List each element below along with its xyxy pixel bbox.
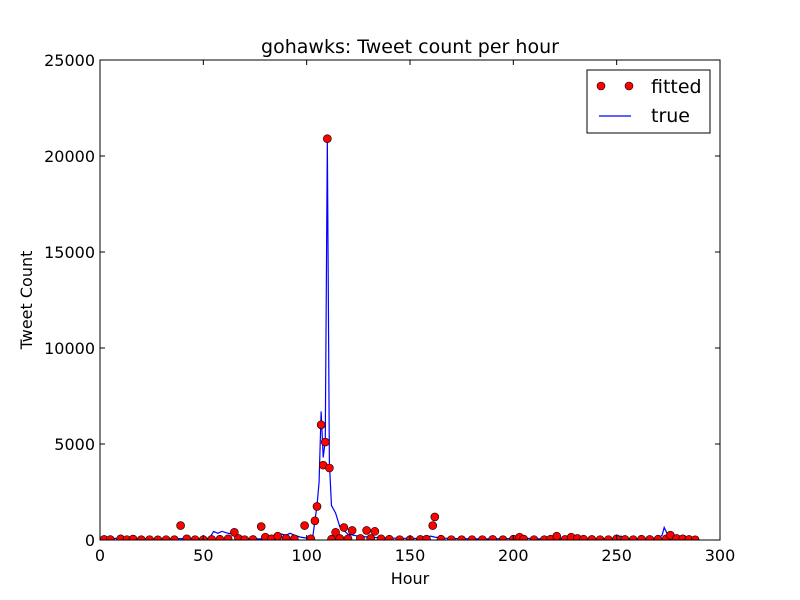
data-point-fitted <box>587 535 597 540</box>
data-point-fitted <box>347 526 357 535</box>
x-tick-label: 50 <box>193 546 213 565</box>
data-point-fitted <box>620 535 630 540</box>
x-tick-label: 100 <box>291 546 322 565</box>
data-point-fitted <box>273 531 283 540</box>
data-point-fitted <box>422 534 431 540</box>
y-tick-label: 10000 <box>44 339 95 358</box>
data-point-fitted <box>366 534 376 540</box>
data-point-fitted <box>653 534 663 540</box>
legend: fitted true <box>586 69 711 134</box>
data-point-fitted <box>335 534 345 540</box>
data-point-fitted <box>230 528 239 537</box>
legend-frame <box>586 69 711 134</box>
data-point-fitted <box>436 534 446 540</box>
data-point-fitted <box>310 516 320 526</box>
data-point-fitted <box>331 528 340 537</box>
data-point-fitted <box>289 534 299 540</box>
data-point-fitted <box>215 534 225 540</box>
data-point-fitted <box>430 512 440 522</box>
x-tick-label: 300 <box>705 546 736 565</box>
data-point-fitted <box>323 134 332 144</box>
data-point-fitted <box>370 527 380 536</box>
plot-area <box>100 134 700 540</box>
data-point-fitted <box>316 420 326 430</box>
y-tick-label: 25000 <box>44 51 95 70</box>
data-point-fitted <box>339 523 349 532</box>
legend-label-fitted: fitted <box>651 76 702 98</box>
legend-marker-fitted <box>596 81 606 91</box>
data-point-fitted <box>128 534 138 540</box>
data-point-fitted <box>519 534 528 540</box>
x-tick-label: 200 <box>498 546 529 565</box>
legend-label-true: true <box>651 105 690 127</box>
data-point-fitted <box>552 531 562 540</box>
data-point-fitted <box>645 535 655 540</box>
x-tick-label: 150 <box>395 546 426 565</box>
y-axis-label: Tweet Count <box>17 251 36 351</box>
data-point-fitted <box>207 535 216 540</box>
x-tick-label: 0 <box>95 546 105 565</box>
y-tick-label: 20000 <box>44 147 95 166</box>
y-tick-label: 0 <box>85 531 95 550</box>
data-point-fitted <box>488 535 497 540</box>
data-point-fitted <box>325 463 334 473</box>
y-tick-label: 5000 <box>54 435 95 454</box>
data-point-fitted <box>223 534 233 540</box>
data-point-fitted <box>312 502 322 511</box>
data-point-fitted <box>637 534 646 540</box>
data-point-fitted <box>256 522 266 531</box>
data-point-fitted <box>176 521 185 530</box>
data-point-fitted <box>320 437 330 447</box>
series-line-true <box>100 140 696 540</box>
data-point-fitted <box>362 526 371 535</box>
data-point-fitted <box>343 534 353 540</box>
legend-marker-fitted-2 <box>624 81 634 91</box>
data-point-fitted <box>376 534 386 540</box>
data-point-fitted <box>385 534 394 540</box>
axis-ticks: 0 50 100 150 200 250 300 0 5000 10000 15000 20000 25… <box>44 51 735 565</box>
data-point-fitted <box>327 534 336 540</box>
data-point-fitted <box>579 534 588 540</box>
data-point-fitted <box>281 534 291 540</box>
chart-title: gohawks: Tweet count per hour <box>261 36 559 58</box>
x-axis-label: Hour <box>391 569 430 588</box>
y-tick-label: 15000 <box>44 243 95 262</box>
data-point-fitted <box>306 534 316 540</box>
data-point-fitted <box>300 521 309 530</box>
data-point-fitted <box>182 534 192 540</box>
x-tick-label: 250 <box>601 546 632 565</box>
data-point-fitted <box>356 534 365 540</box>
data-point-fitted <box>428 521 438 530</box>
